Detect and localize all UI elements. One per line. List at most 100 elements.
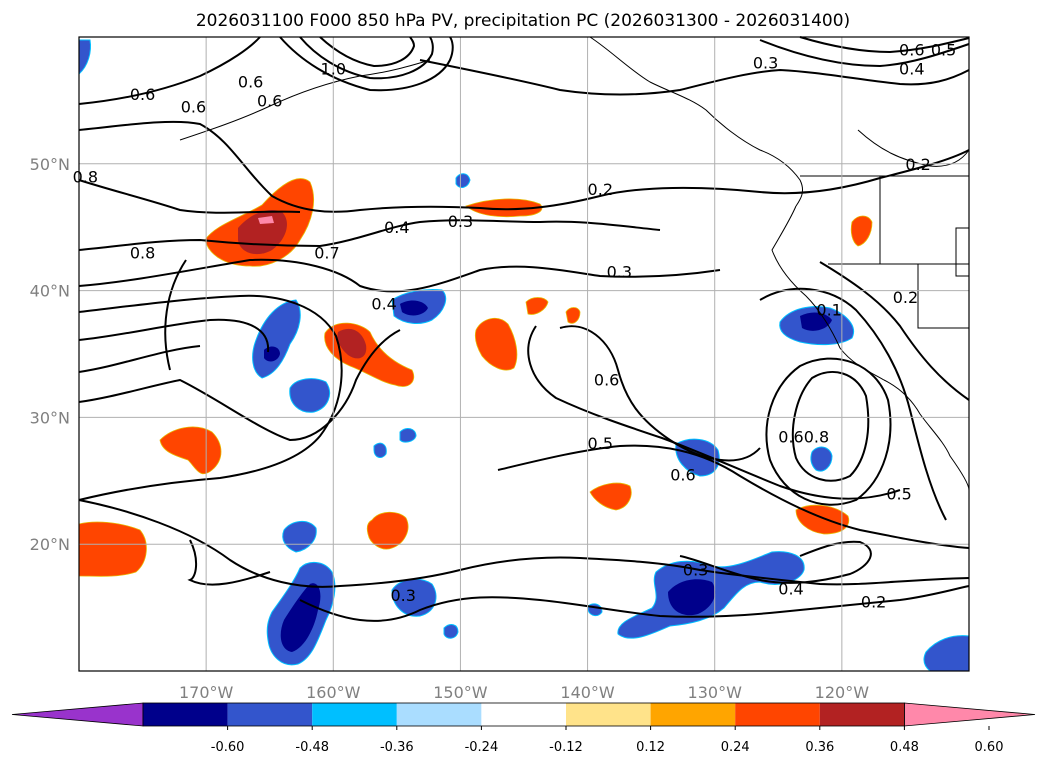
pv-contour-line [78, 499, 970, 588]
colorbar-frame [142, 702, 905, 727]
pv-contour-line [78, 219, 661, 251]
pv-contour-line [759, 39, 970, 68]
contour-label: 0.5 [588, 434, 613, 453]
colorbar-swatch [481, 703, 566, 726]
alaska-coastline [589, 36, 803, 207]
gridlines [79, 37, 969, 671]
contour-label: 0.4 [371, 294, 396, 313]
coastlines [179, 36, 970, 491]
contour-label: 0.3 [683, 561, 708, 580]
x-tick-label: 140°W [560, 683, 615, 702]
contour-label: 0.8 [73, 167, 98, 186]
precip-strong-positive-area [337, 328, 367, 359]
precip-negative-area [289, 378, 330, 413]
contour-label: 0.6 [899, 41, 924, 60]
x-tick-label: 150°W [433, 683, 488, 702]
precip-strong-negative-area [800, 312, 832, 331]
x-tick-label: 160°W [306, 683, 361, 702]
pv-contour-line [78, 179, 301, 214]
pv-contour-line [799, 36, 970, 54]
contour-label: 0.3 [448, 212, 473, 231]
pv-contour-line [279, 36, 454, 92]
colorbar-swatch [650, 703, 736, 726]
aleutian-coastline [179, 59, 431, 141]
us-state-border [917, 264, 969, 329]
y-tick-label: 30°N [30, 408, 70, 427]
pv-contour-line [187, 539, 271, 586]
contour-label: 0.5 [886, 484, 911, 503]
contour-label: 0.2 [588, 180, 613, 199]
contour-label: 0.7 [314, 244, 339, 263]
contour-label: 0.4 [899, 60, 924, 79]
north-america-coastline [771, 205, 970, 491]
precip-peak-area [258, 216, 274, 224]
contour-label: 0.4 [778, 580, 803, 599]
contour-label: 0.4 [384, 218, 409, 237]
colorbar-label: -0.48 [295, 740, 329, 755]
pv-contour-line [78, 294, 343, 501]
colorbar: -0.60 -0.48 -0.36 -0.24 -0.12 0.12 0.24 0.36 0.4… [11, 702, 1036, 755]
precip-negative-area [399, 428, 417, 443]
pv-contour-line [164, 259, 187, 371]
precip-positive-area [565, 307, 581, 324]
contour-label: 0.8 [804, 427, 829, 446]
colorbar-swatch [566, 703, 651, 726]
pv-contour-line [78, 329, 401, 442]
precip-positive-area [525, 297, 549, 315]
y-tick-label: 50°N [30, 155, 70, 174]
x-tick-label: 130°W [688, 683, 743, 702]
colorbar-swatch [312, 703, 397, 726]
contour-label: 0.6 [594, 370, 619, 389]
y-tick-label: 40°N [30, 282, 70, 301]
precip-positive-area [474, 317, 518, 371]
colorbar-swatch [396, 703, 482, 726]
pv-contour-line [299, 36, 434, 80]
precip-negative-area [373, 442, 387, 458]
colorbar-extend-high [904, 702, 1036, 727]
precip-negative-area [443, 624, 459, 639]
contour-label: 0.3 [753, 53, 778, 72]
precip-strong-negative-area [668, 579, 716, 616]
pv-contour-line [419, 59, 970, 96]
colorbar-label: 0.36 [805, 740, 834, 755]
pv-contours [78, 36, 970, 622]
y-axis-ticks: 20°N 30°N 40°N 50°N [30, 155, 70, 554]
colorbar-swatch [227, 703, 313, 726]
contour-label: 0.6 [778, 427, 803, 446]
contour-label: 0.8 [130, 244, 155, 263]
contour-label: 0.6 [238, 72, 263, 91]
precip-negative-area [810, 446, 833, 472]
colorbar-label: 0.60 [975, 740, 1004, 755]
contour-label: 0.1 [816, 301, 841, 320]
pv-contour-line [319, 36, 416, 68]
precip-positive-area [78, 521, 147, 577]
contour-label: 0.3 [390, 586, 415, 605]
map-frame [78, 36, 970, 672]
pv-contour-line [78, 345, 201, 373]
precip-positive-area [589, 482, 632, 511]
chart-title: 2026031100 F000 850 hPa PV, precipitatio… [196, 11, 850, 31]
x-tick-label: 120°W [815, 683, 870, 702]
pv-contour-line [527, 325, 901, 500]
colorbar-swatch [143, 703, 228, 726]
pv-contour-line [299, 585, 970, 622]
colorbar-label: -0.24 [465, 740, 499, 755]
contour-label: 0.2 [893, 288, 918, 307]
canada-coastline [857, 129, 970, 167]
colorbar-extend-low [11, 702, 144, 727]
contour-label: 0.3 [607, 263, 632, 282]
pv-contour-line [78, 120, 970, 213]
colorbar-label: -0.60 [211, 740, 245, 755]
pv-contour-line [78, 36, 261, 105]
contour-label: 0.5 [931, 41, 956, 60]
colorbar-label: -0.12 [549, 740, 583, 755]
precip-positive-area [465, 198, 543, 218]
precip-positive-area [366, 511, 409, 550]
colorbar-swatch [735, 703, 820, 726]
colorbar-swatch [819, 703, 905, 726]
x-tick-label: 170°W [179, 683, 234, 702]
map-background [79, 37, 969, 671]
colorbar-label: 0.48 [890, 740, 919, 755]
contour-labels: 0.60.60.80.60.61.00.8 0.70.4 0.30.20.40.30… [73, 41, 957, 612]
precip-strong-negative-area [280, 583, 321, 652]
